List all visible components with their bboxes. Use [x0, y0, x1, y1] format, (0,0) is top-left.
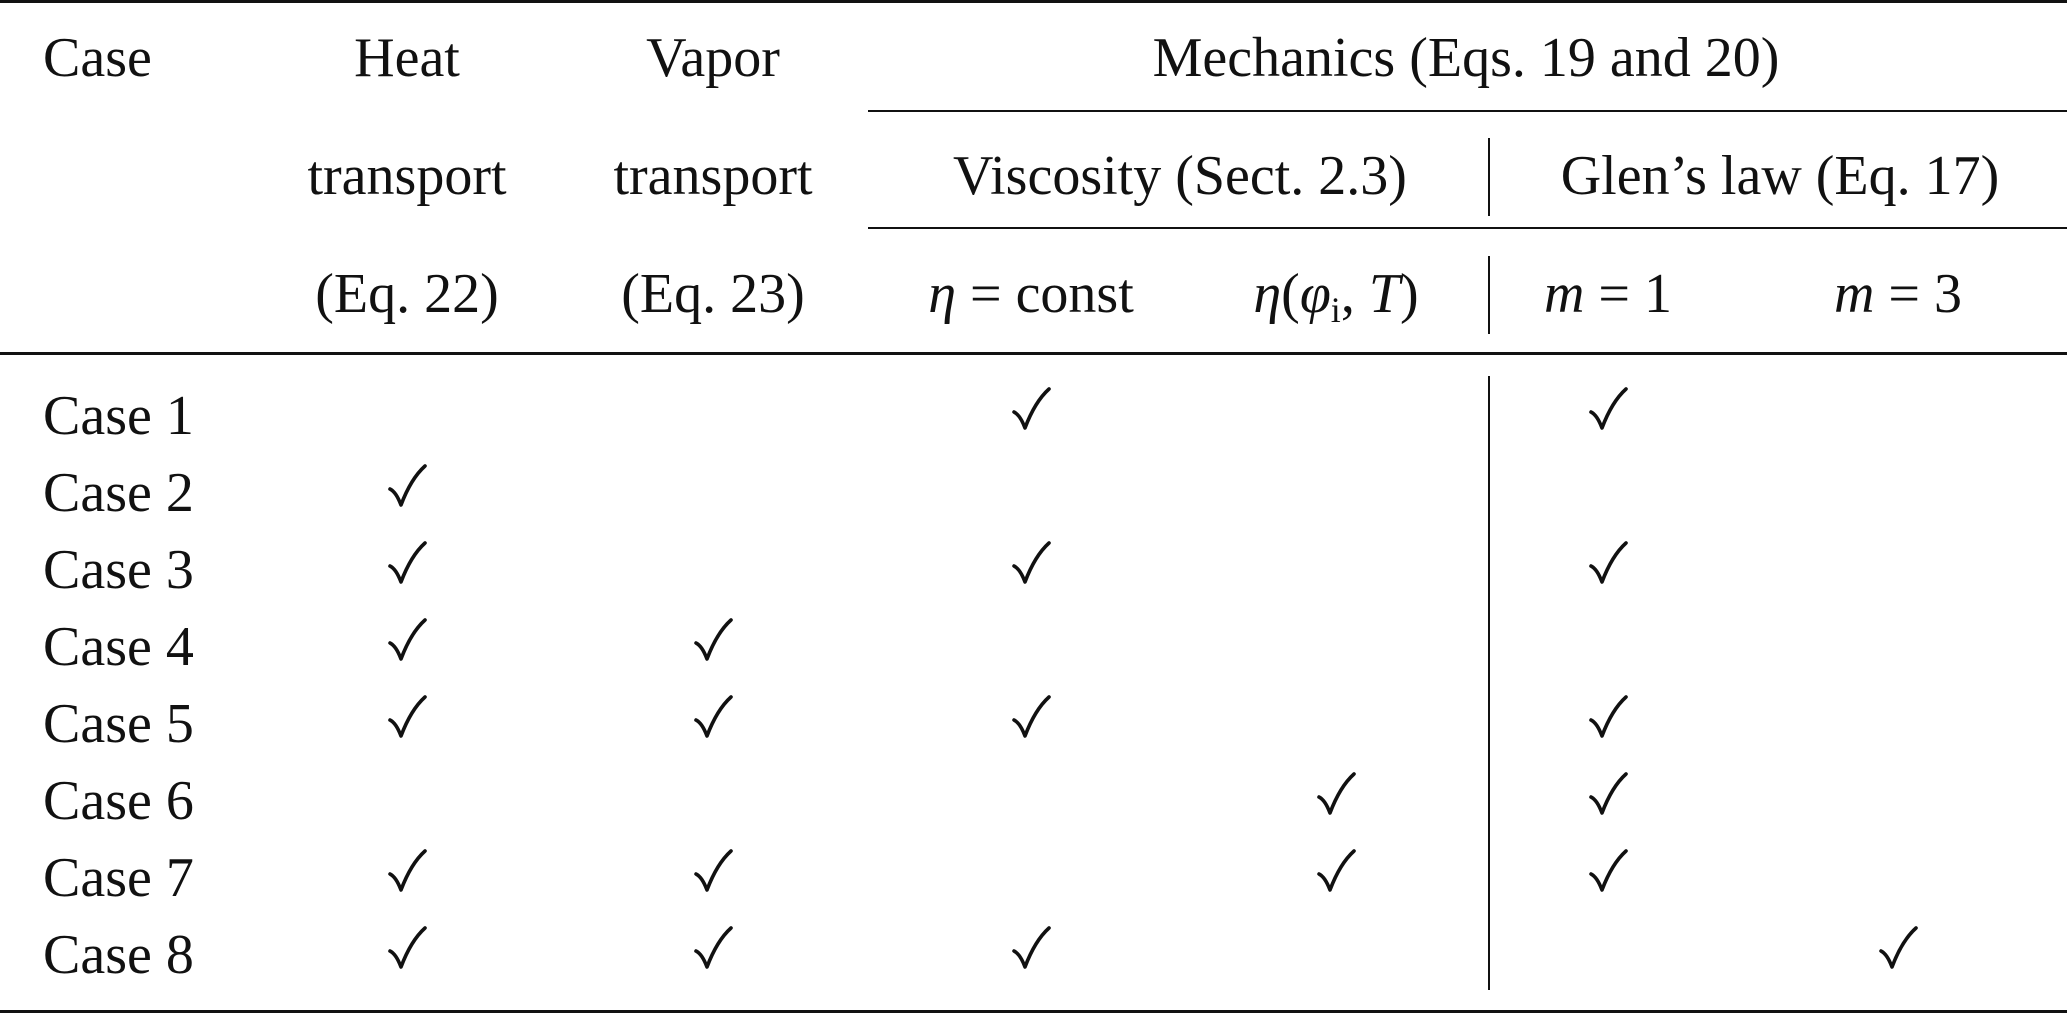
body-divider	[1488, 376, 1490, 990]
close-paren: )	[1399, 263, 1419, 325]
check-icon	[1317, 849, 1356, 892]
check-icon	[1012, 926, 1051, 969]
m-value: 3	[1934, 263, 1963, 325]
header-viscosity: Viscosity (Sect. 2.3)	[953, 145, 1407, 207]
header-eta-function: η(φi, T)	[1253, 266, 1418, 328]
header-bottom-rule	[0, 352, 2067, 355]
row-case-label: Case 2	[43, 462, 194, 524]
check-icon	[388, 926, 427, 969]
header-m-equals-1: m = 1	[1544, 266, 1672, 322]
check-icon	[694, 618, 733, 661]
phi-symbol: φ	[1299, 263, 1331, 325]
open-paren: (	[1281, 263, 1300, 325]
check-icon	[388, 695, 427, 738]
row-case-label: Case 7	[43, 847, 194, 909]
m-symbol: m	[1543, 263, 1585, 325]
equals-sign: =	[1874, 263, 1935, 325]
mechanics-rule	[868, 110, 2067, 112]
m-symbol: m	[1833, 263, 1875, 325]
check-icon	[1012, 541, 1051, 584]
check-icon	[1317, 772, 1356, 815]
check-icon	[694, 849, 733, 892]
check-icon	[388, 464, 427, 507]
phi-subscript: i	[1330, 290, 1341, 330]
eta-symbol: η	[928, 263, 956, 325]
check-icon	[1012, 387, 1051, 430]
header-heat-line1: Heat	[354, 27, 460, 89]
header-glen-law: Glen’s law (Eq. 17)	[1560, 145, 2000, 207]
bottom-rule	[0, 1010, 2067, 1013]
check-icon	[694, 695, 733, 738]
row-case-label: Case 1	[43, 385, 194, 447]
check-icon	[1012, 695, 1051, 738]
check-icon	[1589, 695, 1628, 738]
header-vapor-line3: (Eq. 23)	[621, 263, 805, 325]
header-divider-lower	[1488, 256, 1490, 334]
check-icon	[694, 926, 733, 969]
row-case-label: Case 6	[43, 770, 194, 832]
m-value: 1	[1644, 263, 1673, 325]
const-text: const	[1015, 263, 1134, 325]
check-icon	[1589, 387, 1628, 430]
header-case: Case	[43, 27, 152, 89]
top-rule	[0, 0, 2067, 3]
equals-sign: =	[955, 263, 1016, 325]
header-eta-const: η = const	[928, 266, 1134, 322]
comma-separator: ,	[1340, 263, 1369, 325]
header-vapor-line1: Vapor	[646, 27, 780, 89]
header-vapor-line2: transport	[613, 145, 813, 207]
row-case-label: Case 4	[43, 616, 194, 678]
row-case-label: Case 8	[43, 924, 194, 986]
check-icon	[1589, 772, 1628, 815]
header-heat-line2: transport	[307, 145, 507, 207]
check-icon	[1589, 541, 1628, 584]
row-case-label: Case 5	[43, 693, 194, 755]
check-icon	[1589, 849, 1628, 892]
check-icon	[388, 618, 427, 661]
eta-symbol: η	[1253, 263, 1282, 325]
header-mechanics: Mechanics (Eqs. 19 and 20)	[1152, 27, 1780, 89]
row-case-label: Case 3	[43, 539, 194, 601]
check-icon	[388, 849, 427, 892]
equals-sign: =	[1584, 263, 1645, 325]
temperature-symbol: T	[1368, 263, 1400, 325]
header-m-equals-3: m = 3	[1834, 266, 1962, 322]
header-heat-line3: (Eq. 22)	[315, 263, 499, 325]
subgroup-rule	[868, 227, 2067, 229]
check-icon	[388, 541, 427, 584]
header-divider-upper	[1488, 138, 1490, 216]
check-icon	[1879, 926, 1918, 969]
